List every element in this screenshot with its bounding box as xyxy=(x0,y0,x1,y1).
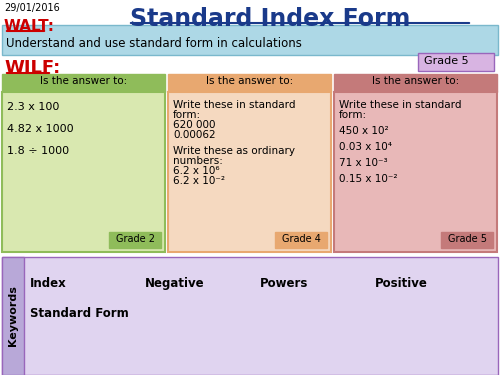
FancyBboxPatch shape xyxy=(2,257,24,375)
Text: Standard Form: Standard Form xyxy=(30,307,129,320)
FancyBboxPatch shape xyxy=(334,74,497,92)
Text: 29/01/2016: 29/01/2016 xyxy=(4,3,60,13)
Text: Grade 5: Grade 5 xyxy=(424,56,469,66)
FancyBboxPatch shape xyxy=(334,92,497,252)
Text: 0.15 x 10⁻²: 0.15 x 10⁻² xyxy=(339,174,398,184)
Text: Write these in standard: Write these in standard xyxy=(339,100,462,110)
Text: Standard Index Form: Standard Index Form xyxy=(130,7,410,31)
Text: 450 x 10²: 450 x 10² xyxy=(339,126,388,136)
Text: 4.82 x 1000: 4.82 x 1000 xyxy=(7,124,73,134)
Text: 1.8 ÷ 1000: 1.8 ÷ 1000 xyxy=(7,146,69,156)
Text: form:: form: xyxy=(173,110,201,120)
Text: 0.03 x 10⁴: 0.03 x 10⁴ xyxy=(339,142,392,152)
Text: Index: Index xyxy=(30,277,67,290)
Text: Grade 4: Grade 4 xyxy=(282,234,321,244)
FancyBboxPatch shape xyxy=(2,25,498,55)
Text: 0.00062: 0.00062 xyxy=(173,130,216,140)
Text: Negative: Negative xyxy=(145,277,204,290)
Text: Powers: Powers xyxy=(260,277,308,290)
Text: Grade 2: Grade 2 xyxy=(116,234,154,244)
Text: Write these in standard: Write these in standard xyxy=(173,100,296,110)
Text: Is the answer to:: Is the answer to: xyxy=(40,76,127,86)
FancyBboxPatch shape xyxy=(2,92,165,252)
Text: 6.2 x 10⁶: 6.2 x 10⁶ xyxy=(173,166,220,176)
Text: Is the answer to:: Is the answer to: xyxy=(206,76,293,86)
FancyBboxPatch shape xyxy=(2,257,498,375)
Text: numbers:: numbers: xyxy=(173,156,223,166)
Text: WALT:: WALT: xyxy=(4,19,55,34)
Text: Is the answer to:: Is the answer to: xyxy=(372,76,459,86)
FancyBboxPatch shape xyxy=(441,232,493,248)
Text: Keywords: Keywords xyxy=(8,286,18,346)
Text: Understand and use standard form in calculations: Understand and use standard form in calc… xyxy=(6,37,302,50)
Text: 620 000: 620 000 xyxy=(173,120,216,130)
Text: Write these as ordinary: Write these as ordinary xyxy=(173,146,295,156)
Text: Grade 5: Grade 5 xyxy=(448,234,486,244)
FancyBboxPatch shape xyxy=(168,92,331,252)
FancyBboxPatch shape xyxy=(168,74,331,92)
Text: 6.2 x 10⁻²: 6.2 x 10⁻² xyxy=(173,176,225,186)
FancyBboxPatch shape xyxy=(275,232,327,248)
Text: 2.3 x 100: 2.3 x 100 xyxy=(7,102,60,112)
Text: WILF:: WILF: xyxy=(4,59,60,77)
Text: form:: form: xyxy=(339,110,367,120)
Text: 71 x 10⁻³: 71 x 10⁻³ xyxy=(339,158,388,168)
FancyBboxPatch shape xyxy=(418,53,494,71)
Text: Positive: Positive xyxy=(375,277,428,290)
FancyBboxPatch shape xyxy=(109,232,161,248)
FancyBboxPatch shape xyxy=(2,74,165,92)
